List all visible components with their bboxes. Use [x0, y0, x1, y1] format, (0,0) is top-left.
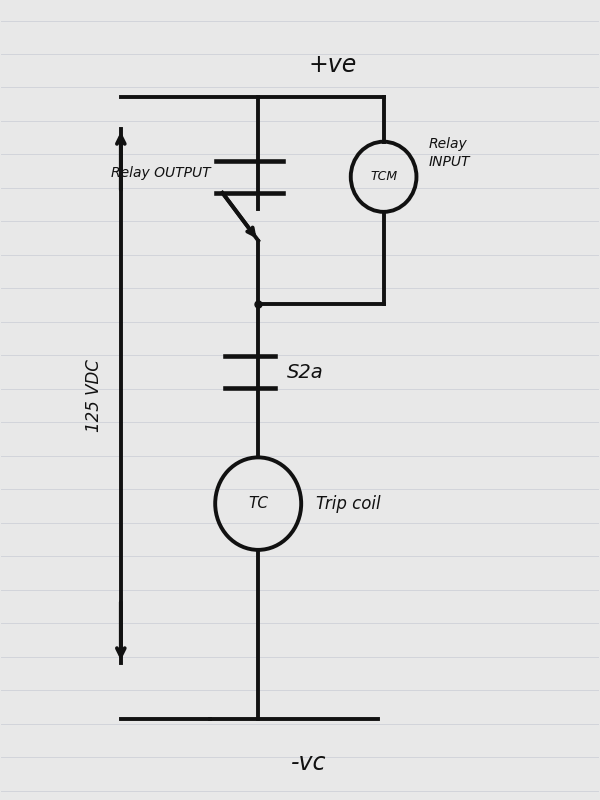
Text: Relay
INPUT: Relay INPUT — [428, 138, 470, 169]
Text: TC: TC — [248, 496, 268, 511]
Text: Relay OUTPUT: Relay OUTPUT — [111, 166, 211, 180]
Text: TCM: TCM — [370, 170, 397, 183]
Text: S2a: S2a — [287, 362, 323, 382]
Text: Trip coil: Trip coil — [316, 494, 381, 513]
Text: 125 VDC: 125 VDC — [85, 359, 103, 433]
Text: -vc: -vc — [291, 750, 327, 774]
Text: +ve: +ve — [309, 53, 357, 77]
